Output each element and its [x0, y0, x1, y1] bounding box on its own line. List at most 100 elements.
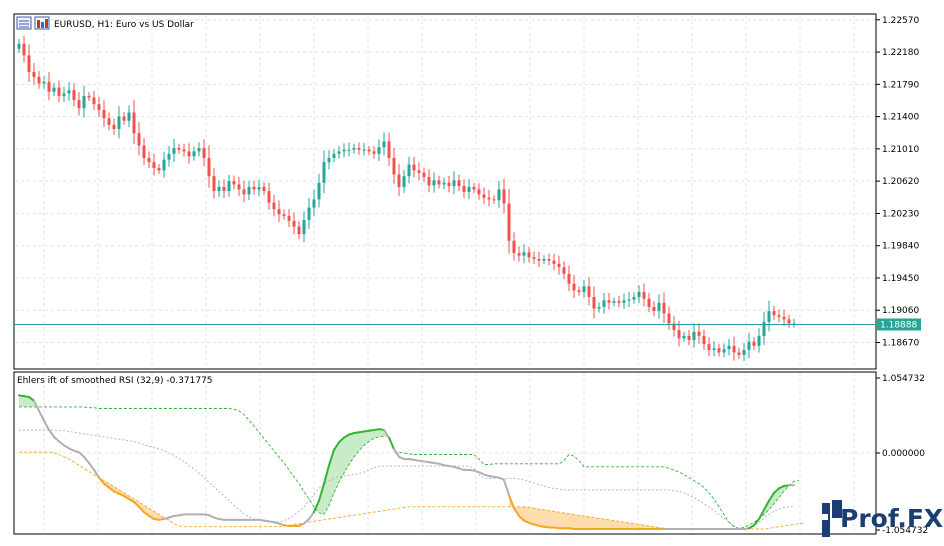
indicator-fill	[359, 431, 364, 451]
candle	[57, 80, 61, 103]
candle-body	[722, 349, 726, 353]
ift-segment	[98, 476, 105, 485]
candle	[757, 328, 761, 353]
indicator-fill	[614, 520, 619, 530]
candle-body	[412, 164, 416, 171]
candle-body	[357, 148, 361, 150]
indicator-fill	[589, 516, 594, 530]
candle-body	[672, 323, 676, 331]
indicator-fill	[594, 517, 599, 530]
candle	[792, 318, 796, 328]
candle-body	[52, 87, 56, 92]
candle	[137, 122, 141, 156]
candle-body	[517, 253, 521, 256]
candle	[237, 177, 241, 197]
candle	[472, 182, 476, 194]
candle	[772, 305, 776, 320]
indicator-fill	[634, 523, 639, 530]
candle-body	[732, 345, 736, 353]
candle	[142, 137, 146, 165]
candle-body	[737, 352, 741, 355]
candle-body	[172, 148, 176, 154]
candle-body	[757, 335, 761, 346]
candle-body	[692, 331, 696, 341]
candle-body	[742, 349, 746, 355]
candle	[532, 251, 536, 265]
candle-body	[332, 153, 336, 158]
candle-body	[622, 300, 626, 303]
candle-body	[232, 181, 236, 185]
candle-body	[167, 153, 171, 160]
ift-segment	[43, 419, 50, 431]
candle	[782, 309, 786, 326]
candle	[457, 174, 461, 192]
candle	[272, 194, 276, 217]
candle	[592, 286, 596, 319]
candle	[707, 337, 711, 357]
indicator-fill	[354, 432, 359, 457]
candle	[492, 195, 496, 204]
candle-body	[752, 341, 756, 346]
candle-body	[382, 141, 386, 148]
indicator-fill	[579, 515, 584, 530]
ift-segment	[338, 436, 345, 444]
candle	[227, 174, 231, 197]
candle	[202, 139, 206, 167]
candle-body	[442, 182, 446, 185]
candle	[632, 292, 636, 304]
candle-body	[537, 258, 541, 261]
candle	[52, 83, 56, 96]
candle	[452, 171, 456, 195]
symbol-title: EURUSD, H1: Euro vs US Dollar	[54, 20, 194, 30]
candle-body	[377, 147, 381, 154]
candle-body	[557, 263, 561, 268]
candle	[477, 183, 481, 200]
candle-body	[287, 215, 291, 221]
candle	[732, 336, 736, 361]
indicator-fill	[524, 506, 529, 523]
candle-body	[272, 202, 276, 210]
indicator-fill	[379, 429, 384, 437]
candle-body	[592, 297, 596, 309]
candle	[42, 76, 46, 89]
candle	[582, 279, 586, 298]
candle-body	[562, 267, 566, 274]
candle-body	[62, 93, 66, 96]
candle-body	[362, 149, 366, 151]
candle	[292, 212, 296, 235]
ift-segment	[78, 451, 85, 458]
candle	[767, 300, 771, 332]
candle-body	[402, 176, 406, 187]
candle	[387, 132, 391, 167]
candle	[112, 118, 116, 135]
candle-body	[387, 141, 391, 158]
candle	[672, 316, 676, 337]
price-tick-label: 1.19060	[882, 306, 919, 316]
candle	[97, 96, 101, 117]
candle-body	[97, 104, 101, 110]
candle	[127, 105, 131, 128]
candle-body	[327, 157, 331, 163]
candle-body	[312, 199, 316, 208]
market-watch-icon[interactable]	[34, 16, 50, 30]
price-tick-label: 1.18670	[882, 339, 919, 349]
candle-body	[512, 240, 516, 254]
candle-body	[337, 151, 341, 154]
candle	[362, 143, 366, 156]
candle-body	[432, 180, 436, 186]
candle-body	[532, 257, 536, 259]
candle-body	[727, 345, 731, 350]
ift-segment	[328, 448, 335, 467]
candles	[17, 35, 796, 362]
candle	[47, 72, 51, 101]
indicator-fill	[529, 507, 534, 525]
indicator-fill	[544, 509, 549, 528]
candle-body	[127, 112, 131, 121]
candle-body	[472, 186, 476, 190]
candle	[162, 151, 166, 178]
candle	[627, 291, 631, 308]
candle-body	[627, 299, 631, 301]
chart-properties-icon[interactable]	[16, 16, 32, 30]
candle	[232, 175, 236, 190]
